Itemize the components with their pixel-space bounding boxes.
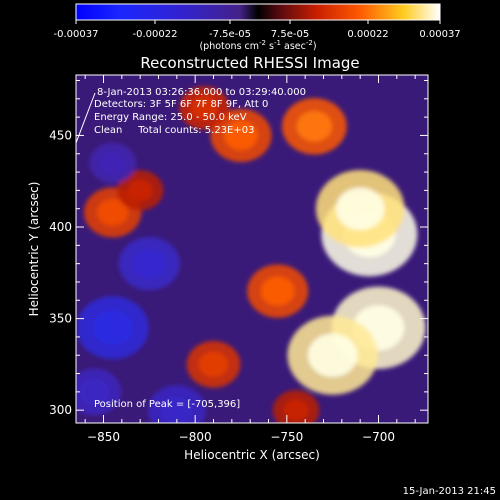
- region-core-16: [99, 151, 126, 174]
- colorbar-tick-label-5: 0.00037: [419, 29, 460, 40]
- region-core-9: [96, 198, 129, 227]
- region-core-11: [283, 399, 309, 422]
- x-tick-label-3: −700: [362, 430, 395, 444]
- axis-ticks: [76, 75, 428, 423]
- colorbar-tick-label-0: -0.00037: [54, 29, 99, 40]
- plot-frame: [75, 74, 429, 424]
- x-axis-label: Heliocentric X (arcsec): [184, 448, 320, 462]
- y-tick-label-3: 450: [49, 128, 72, 142]
- region-core-12: [92, 310, 133, 346]
- annotation-time-range: 8-Jan-2013 03:26:36.000 to 03:29:40.000: [97, 87, 306, 98]
- region-core-8: [190, 96, 219, 120]
- annotation-peak-position: Position of Peak = [-705,396]: [94, 399, 240, 410]
- region-core-6: [224, 120, 258, 151]
- x-tick-label-0: −850: [87, 430, 120, 444]
- region-core-14: [161, 396, 193, 423]
- y-tick-label-1: 350: [49, 312, 72, 326]
- region-core-13: [132, 249, 167, 279]
- footer-timestamp: 15-Jan-2013 21:45: [403, 486, 496, 497]
- annotation-pointer-line: [75, 92, 96, 144]
- heatmap-image: [76, 75, 428, 423]
- colorbar-units: (photons cm-2 s-1 asec-2): [199, 39, 316, 52]
- region-core-3: [335, 187, 385, 231]
- annotation-detectors: Detectors: 3F 5F 6F 7F 8F 9F, Att 0: [94, 99, 268, 110]
- region-core-15: [79, 379, 110, 405]
- region-core-5: [198, 351, 229, 378]
- x-tick-label-2: −750: [270, 430, 303, 444]
- colorbar-tick-label-4: 0.00022: [347, 29, 388, 40]
- colorbar-tick-label-3: 7.5e-05: [271, 29, 309, 40]
- colorbar-tick-label-1: -0.00022: [133, 29, 178, 40]
- region-core-7: [296, 110, 333, 142]
- y-tick-label-0: 300: [49, 403, 72, 417]
- colorbar-ticks: [75, 20, 441, 24]
- region-core-4: [260, 276, 295, 306]
- region-core-10: [127, 179, 153, 202]
- region-core-2: [307, 333, 358, 377]
- chart-title: Reconstructed RHESSI Image: [140, 54, 359, 72]
- annotation-clean-counts: Clean Total counts: 5.23E+03: [94, 125, 254, 136]
- colorbar-tick-label-2: -7.5e-05: [209, 29, 251, 40]
- annotation-energy-range: Energy Range: 25.0 - 50.0 keV: [94, 112, 247, 123]
- colorbar: [75, 3, 441, 21]
- y-tick-label-2: 400: [49, 220, 72, 234]
- x-tick-label-1: −800: [179, 430, 212, 444]
- y-axis-label: Heliocentric Y (arcsec): [27, 182, 41, 317]
